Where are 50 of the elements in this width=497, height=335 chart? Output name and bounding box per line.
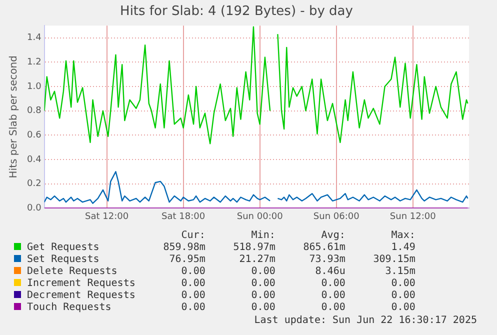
text: 3.15m — [384, 266, 416, 278]
y-tick-label: 0.6 — [26, 130, 42, 141]
legend-label: Increment Requests — [26, 278, 136, 290]
y-tick-label: 1.2 — [26, 57, 42, 68]
legend-label: Touch Requests — [26, 302, 112, 314]
text: 0.00 — [250, 302, 276, 314]
text: 0.00 — [250, 278, 276, 290]
y-axis-title: Hits per Slab per second — [8, 56, 20, 178]
chart-title: Hits for Slab: 4 (192 Bytes) - by day — [120, 4, 354, 20]
x-tick-label: Sat 12:00 — [85, 212, 129, 222]
y-tick-label: 0.0 — [26, 204, 42, 214]
text: 8.46u — [314, 266, 346, 278]
text: Min: — [250, 230, 276, 242]
x-tick-label: Sun 00:00 — [236, 212, 284, 222]
text: Avg: — [320, 230, 346, 242]
text: 518.97m — [232, 242, 276, 254]
y-tick-label: 1.0 — [26, 82, 42, 92]
text: 0.00 — [250, 290, 276, 302]
text: Last update: Sun Jun 22 16:30:17 2025 — [254, 315, 477, 326]
x-tick-label: Sun 12:00 — [390, 212, 436, 222]
y-tick-label: 0.4 — [26, 154, 42, 165]
text: 0.00 — [390, 302, 416, 314]
text: 0.00 — [320, 290, 346, 302]
y-tick-label: 1.4 — [26, 33, 42, 44]
text: 0.00 — [320, 302, 346, 314]
text: 73.93m — [308, 254, 346, 266]
text: 0.00 — [390, 290, 416, 302]
text: 21.27m — [238, 254, 276, 266]
y-tick-label: 0.8 — [26, 106, 42, 116]
text: 76.95m — [168, 254, 206, 266]
text: 309.15m — [372, 254, 416, 266]
legend-label: Delete Requests — [26, 266, 118, 278]
text: 0.00 — [180, 290, 206, 302]
text: 0.00 — [390, 278, 416, 290]
x-tick-label: Sun 06:00 — [313, 212, 360, 222]
text: 0.00 — [320, 278, 346, 290]
text: Cur: — [180, 230, 206, 242]
y-tick-label: 0.2 — [26, 179, 42, 190]
legend-label: Set Requests — [26, 254, 100, 266]
text: 0.00 — [180, 302, 206, 314]
text: 865.61m — [302, 242, 346, 254]
text: 1.49 — [390, 242, 416, 254]
text: 0.00 — [250, 266, 276, 278]
legend-label: Get Requests — [26, 242, 100, 254]
legend-label: Decrement Requests — [26, 290, 136, 302]
text: 0.00 — [180, 278, 206, 290]
text: 0.00 — [180, 266, 206, 278]
text: Max: — [390, 230, 416, 242]
x-tick-label: Sat 18:00 — [162, 212, 206, 222]
text: 859.98m — [162, 242, 206, 254]
